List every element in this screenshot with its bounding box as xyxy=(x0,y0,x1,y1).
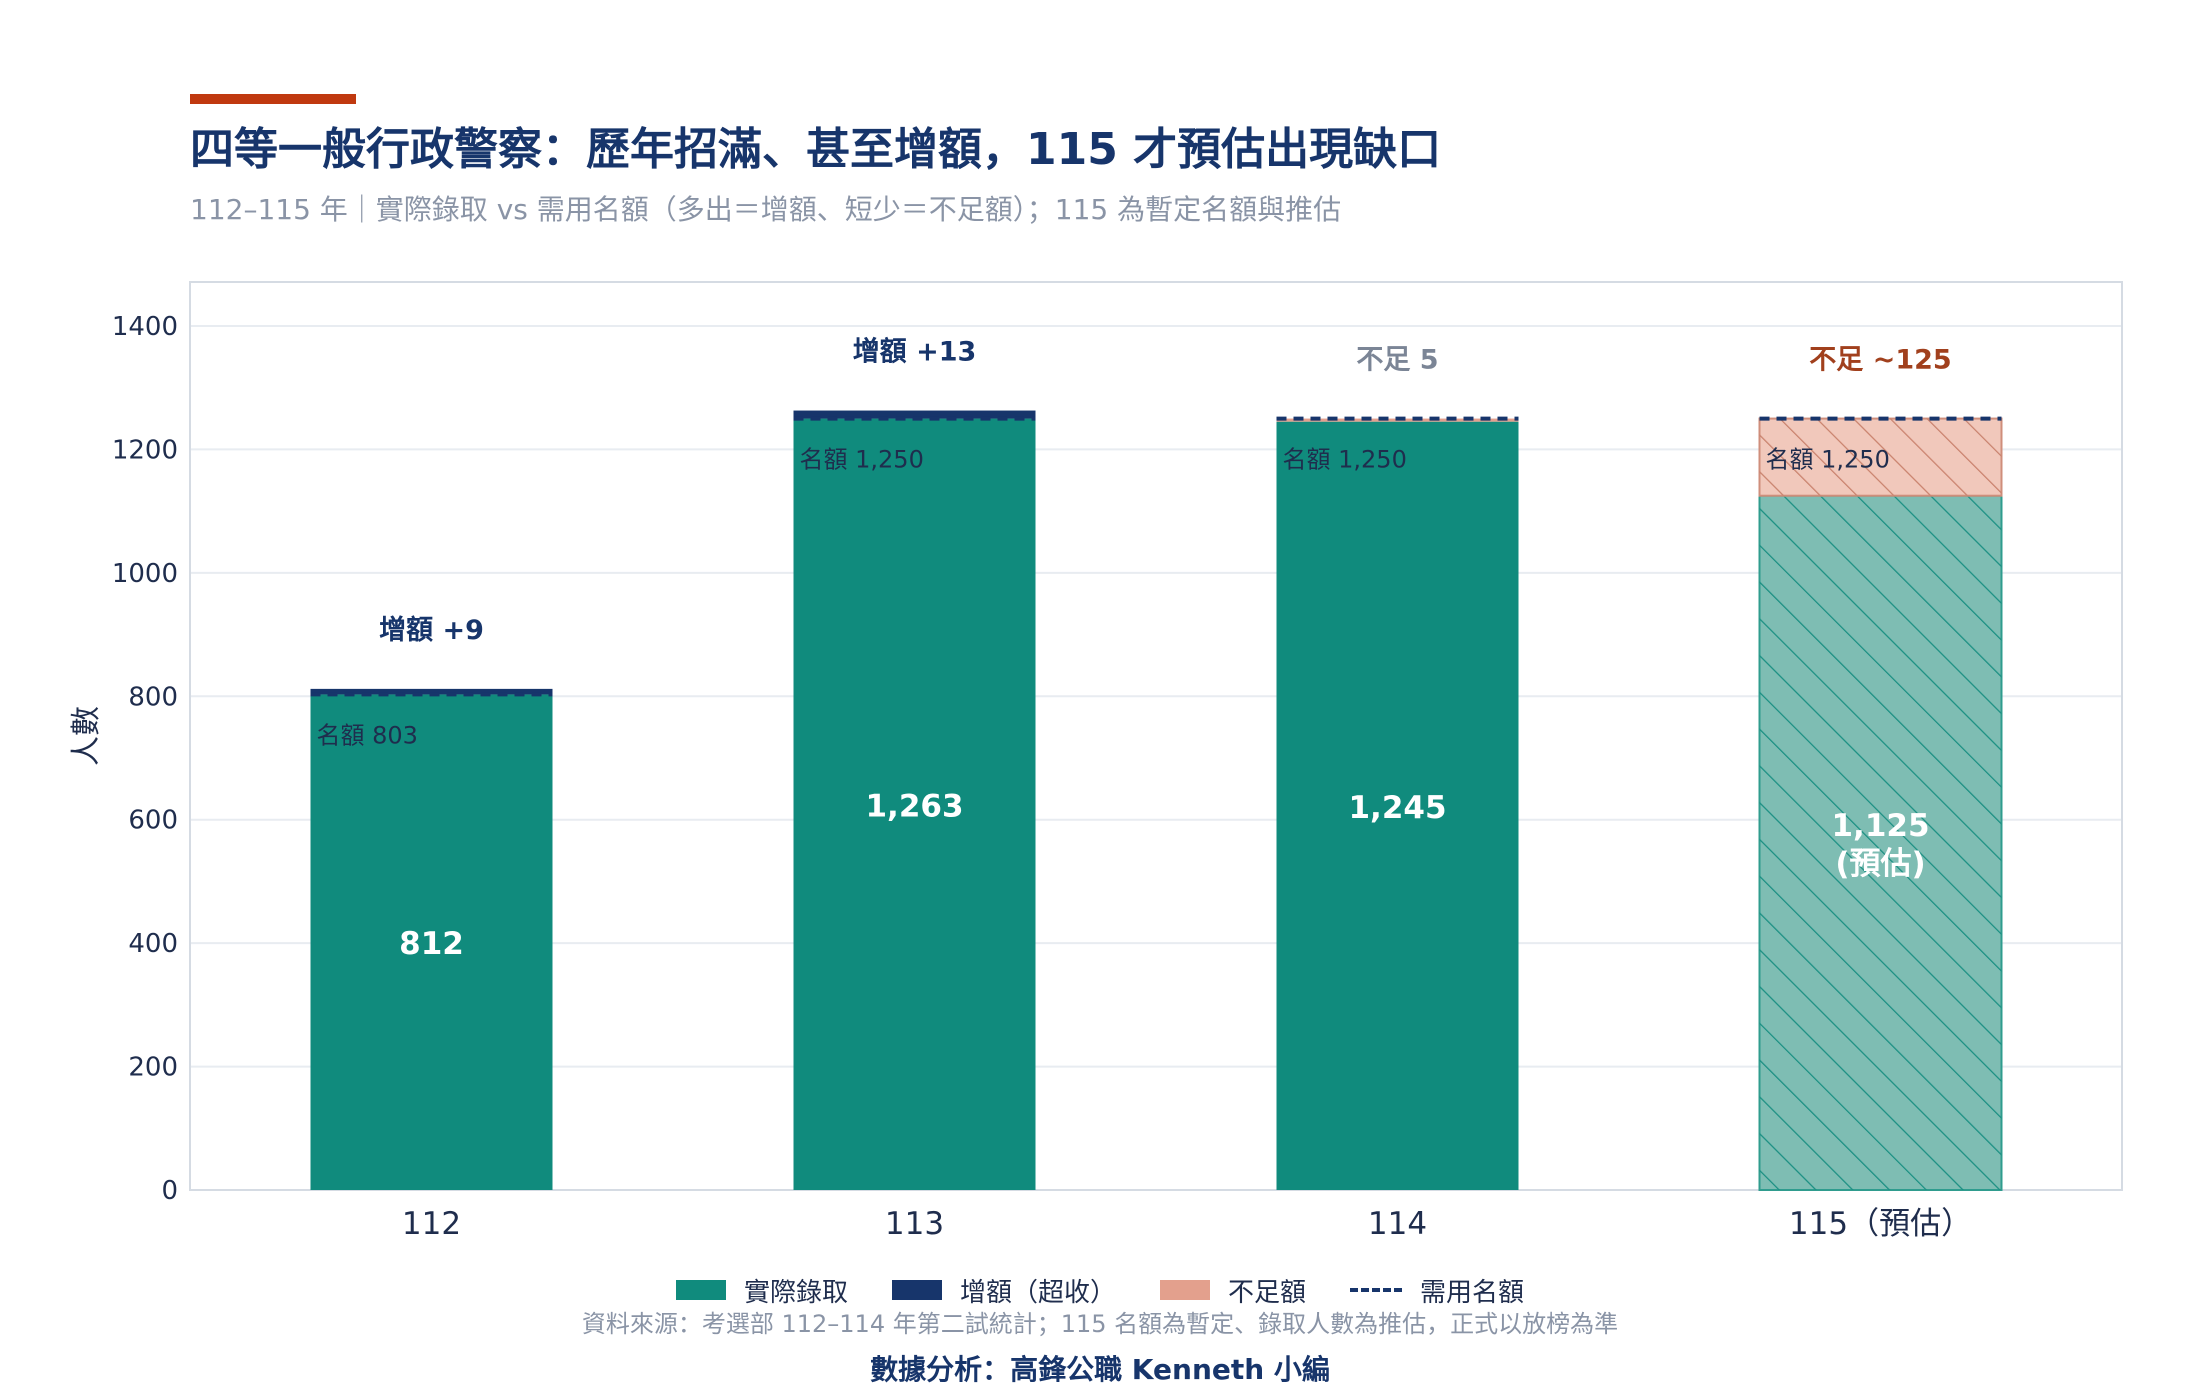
bar-value-label: 1,263 xyxy=(865,788,963,824)
chart-legend: 實際錄取 增額（超收） 不足額 需用名額 xyxy=(0,1270,2200,1310)
bar-top-annotation: 增額 +13 xyxy=(853,336,977,368)
bars xyxy=(310,410,2003,1191)
y-tick-label: 600 xyxy=(128,806,178,836)
title-accent-bar xyxy=(190,94,356,104)
y-tick-label: 0 xyxy=(161,1176,178,1206)
quota-label: 名額 1,250 xyxy=(800,446,924,474)
y-tick-label: 200 xyxy=(128,1053,178,1083)
bar-value-label: 812 xyxy=(399,926,464,962)
chart-subtitle: 112–115 年｜實際錄取 vs 需用名額（多出＝增額、短少＝不足額）；115… xyxy=(190,193,1342,226)
bar-top-annotation: 不足 ~125 xyxy=(1809,345,1951,376)
bar-surplus xyxy=(310,688,553,695)
legend-item-surplus: 增額（超收） xyxy=(891,1272,1116,1309)
author-credit: 數據分析：高鋒公職 Kenneth 小編 xyxy=(870,1353,1330,1386)
y-tick-label: 1200 xyxy=(112,435,178,465)
bar-value-label: 1,245 xyxy=(1348,790,1446,826)
legend-label-surplus: 增額（超收） xyxy=(959,1277,1116,1308)
axes: 0 200 400 600 800 1000 1200 1400 人數 112 113 114 115（… xyxy=(69,281,2123,1242)
legend-label-admitted: 實際錄取 xyxy=(743,1277,848,1308)
legend-item-admitted: 實際錄取 xyxy=(675,1272,848,1309)
legend-label-shortfall: 不足額 xyxy=(1228,1277,1307,1308)
legend-swatch-shortfall xyxy=(1160,1280,1210,1300)
bar-admitted xyxy=(310,694,553,1190)
quota-label: 名額 1,250 xyxy=(1283,446,1407,474)
bar-top-annotation: 不足 5 xyxy=(1356,345,1438,376)
legend-swatch-quota xyxy=(1350,1288,1403,1292)
bar-admitted xyxy=(793,418,1036,1191)
legend-label-quota: 需用名額 xyxy=(1420,1277,1525,1308)
quota-label: 名額 1,250 xyxy=(1766,446,1890,474)
quota-label: 名額 803 xyxy=(317,721,418,749)
legend-item-shortfall: 不足額 xyxy=(1160,1272,1306,1309)
x-tick-label: 113 xyxy=(885,1206,944,1242)
bar-chart: 0 200 400 600 800 1000 1200 1400 人數 112 113 114 115（… xyxy=(69,281,2123,1242)
chart-title: 四等一般行政警察：歷年招滿、甚至增額，115 才預估出現缺口 xyxy=(190,124,1442,175)
bar-value-label: (預估) xyxy=(1835,846,1925,882)
plot-frame xyxy=(189,281,2123,1191)
data-source-note: 資料來源：考選部 112–114 年第二試統計；115 名額為暫定、錄取人數為推… xyxy=(581,1310,1619,1338)
bar-top-annotation: 增額 +9 xyxy=(379,614,484,646)
bar-shortfall-hatch xyxy=(1759,418,2002,496)
legend-swatch-surplus xyxy=(891,1280,942,1300)
x-tick-label: 112 xyxy=(402,1206,461,1242)
legend-item-quota: 需用名額 xyxy=(1350,1272,1524,1309)
y-axis-label: 人數 xyxy=(69,706,104,766)
data-labels: 名額 803 812 增額 +9 名額 1,250 1,263 增額 +13 名額 1,25… xyxy=(317,336,1952,963)
bar-surplus xyxy=(793,410,1036,419)
y-tick-label: 1000 xyxy=(112,559,178,589)
x-tick-label: 115（預估） xyxy=(1789,1206,1972,1242)
y-tick-label: 800 xyxy=(128,682,178,712)
bar-value-label: 1,125 xyxy=(1831,808,1929,844)
bar-admitted-hatch xyxy=(1759,495,2002,1190)
y-tick-label: 1400 xyxy=(112,312,178,342)
legend-swatch-admitted xyxy=(675,1280,726,1300)
x-tick-label: 114 xyxy=(1368,1206,1427,1242)
y-tick-label: 400 xyxy=(128,929,178,959)
bar-admitted xyxy=(1276,421,1519,1191)
